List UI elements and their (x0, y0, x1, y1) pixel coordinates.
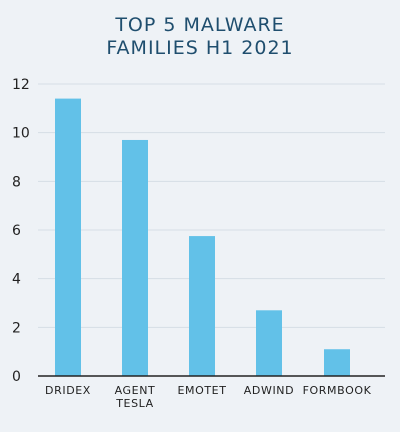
y-tick-label: 6 (12, 223, 21, 239)
y-tick-label: 2 (12, 320, 21, 336)
chart-title-line-1: TOP 5 MALWARE (115, 14, 285, 36)
y-tick-label: 12 (12, 77, 30, 93)
x-tick-label: AGENT (115, 384, 156, 397)
chart-title-line-2: FAMILIES H1 2021 (106, 37, 294, 59)
y-tick-label: 4 (12, 272, 21, 288)
y-tick-label: 0 (12, 369, 21, 385)
x-tick-label: FORMBOOK (303, 384, 372, 397)
x-tick-label: TESLA (115, 397, 154, 410)
y-tick-label: 8 (12, 174, 21, 190)
chart-title: TOP 5 MALWARE FAMILIES H1 2021 (0, 14, 400, 60)
y-tick-label: 10 (12, 126, 30, 142)
x-tick-label: ADWIND (244, 384, 294, 397)
x-tick-label: DRIDEX (45, 384, 91, 397)
bar (256, 310, 282, 376)
bar (55, 98, 81, 376)
bar (189, 236, 215, 376)
x-tick-label: EMOTET (177, 384, 226, 397)
bar (324, 349, 350, 376)
bar (122, 139, 148, 376)
